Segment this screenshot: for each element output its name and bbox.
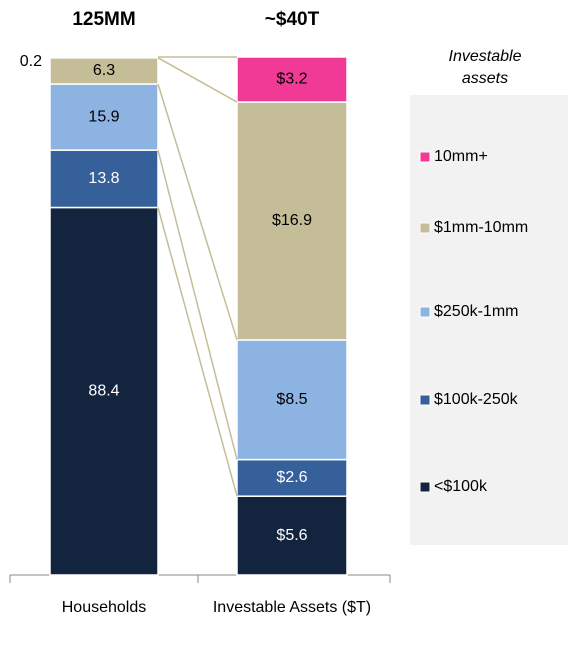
x-tick-label: Households [61,599,147,616]
value-label: 13.8 [88,170,119,187]
value-label: $8.5 [276,391,307,408]
legend-label: $250k-1mm [434,303,518,320]
total-label: 125MM [72,9,135,30]
legend-swatch [419,222,431,234]
legend-label: $100k-250k [434,391,519,408]
value-label: $16.9 [272,212,312,229]
value-label: 15.9 [88,108,119,125]
value-label: $5.6 [276,527,307,544]
bar-segment [236,458,348,497]
connector [157,83,238,341]
bar-segment [236,101,348,341]
bar-segment [49,206,159,576]
legend-swatch [419,306,431,318]
legend-box [410,95,568,545]
bar-segment [236,56,348,103]
bar-segment [236,339,348,461]
connector [157,57,238,103]
legend-label: 10mm+ [434,148,488,165]
bar-segment [49,56,159,59]
value-label: $3.2 [276,71,307,88]
legend-title: Investable assets [448,48,522,87]
legend-label: <$100k [434,478,488,495]
legend-swatch [419,481,431,493]
value-label: 0.2 [20,53,42,70]
value-label: $2.6 [276,469,307,486]
connector [157,149,238,460]
x-tick-label: Investable Assets ($T) [212,599,372,616]
legend-swatch [419,394,431,406]
connector [157,207,238,497]
value-label: 88.4 [88,382,119,399]
bar-segment [49,149,159,209]
legend-swatch [419,151,431,163]
bar-segment [49,83,159,151]
legend-label: $1mm-10mm [434,219,528,236]
total-label: ~$40T [265,9,320,30]
bar-segment [49,57,159,85]
bar-segment [236,495,348,576]
value-label: 6.3 [93,62,115,79]
